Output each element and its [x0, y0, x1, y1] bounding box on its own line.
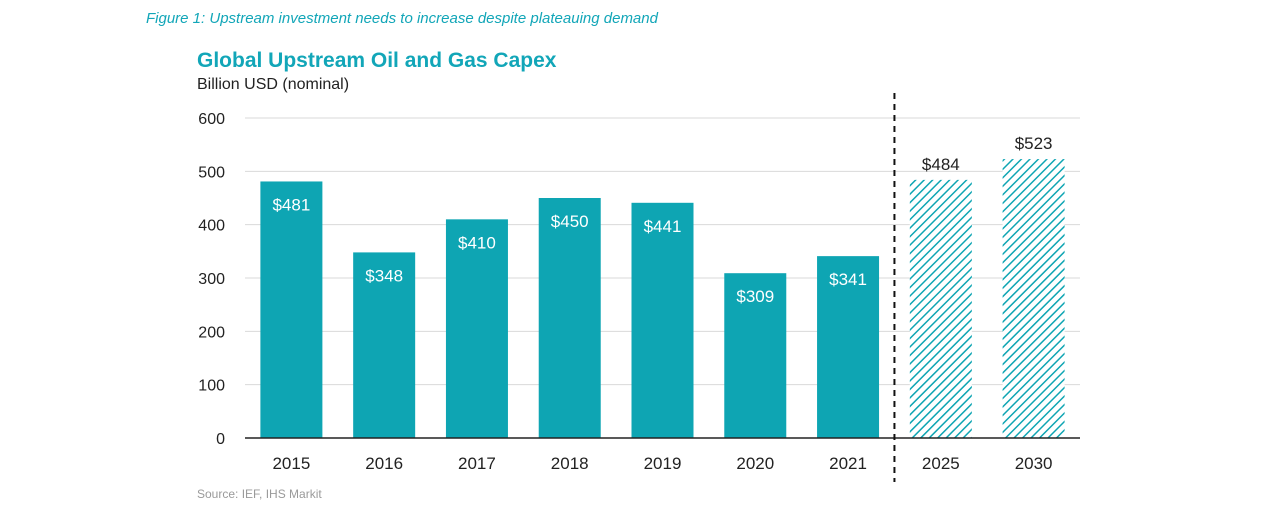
x-tick-label: 2018 [551, 454, 589, 473]
y-tick-label: 500 [198, 164, 225, 181]
bar-2019 [631, 202, 694, 438]
data-label: $441 [644, 217, 682, 236]
data-label: $484 [922, 155, 960, 174]
source-note: Source: IEF, IHS Markit [197, 487, 322, 501]
x-tick-label: 2019 [644, 454, 682, 473]
data-label: $523 [1015, 134, 1053, 153]
x-tick-label: 2016 [365, 454, 403, 473]
x-tick-label: 2030 [1015, 454, 1053, 473]
bar-projected-2030 [1002, 159, 1065, 439]
labels-layer: $481 $348 $410 $450 $441 $309 $341 $484 $523 [272, 134, 1052, 306]
y-tick-label: 100 [198, 378, 225, 395]
y-tick-label: 300 [198, 271, 225, 288]
bar-2018 [538, 198, 601, 438]
bars-layer [260, 159, 1065, 439]
x-tick-label: 2017 [458, 454, 496, 473]
data-label: $341 [829, 270, 867, 289]
bar-2021 [817, 256, 880, 438]
chart-title: Global Upstream Oil and Gas Capex [197, 49, 557, 72]
x-tick-label: 2015 [272, 454, 310, 473]
data-label: $450 [551, 212, 589, 231]
bar-2015 [260, 181, 323, 438]
x-tick-label: 2020 [736, 454, 774, 473]
y-tick-label: 200 [198, 324, 225, 341]
bar-projected-2025 [909, 179, 972, 438]
x-tick-label: 2021 [829, 454, 867, 473]
chart-subtitle: Billion USD (nominal) [197, 76, 350, 93]
y-tick-label: 600 [198, 111, 225, 128]
y-tick-label: 400 [198, 218, 225, 235]
data-label: $410 [458, 233, 496, 252]
axis-layer: 0 100 200 300 400 500 600 2015 2016 2017 2018 2019 2… [198, 93, 1080, 482]
data-label: $481 [272, 195, 310, 214]
data-label: $309 [736, 287, 774, 306]
x-tick-label: 2025 [922, 454, 960, 473]
bar-2020 [724, 273, 787, 438]
data-label: $348 [365, 266, 403, 285]
bar-2016 [353, 252, 416, 438]
figure-caption: Figure 1: Upstream investment needs to i… [146, 10, 658, 27]
bar-2017 [445, 219, 508, 438]
y-tick-label: 0 [216, 431, 225, 448]
